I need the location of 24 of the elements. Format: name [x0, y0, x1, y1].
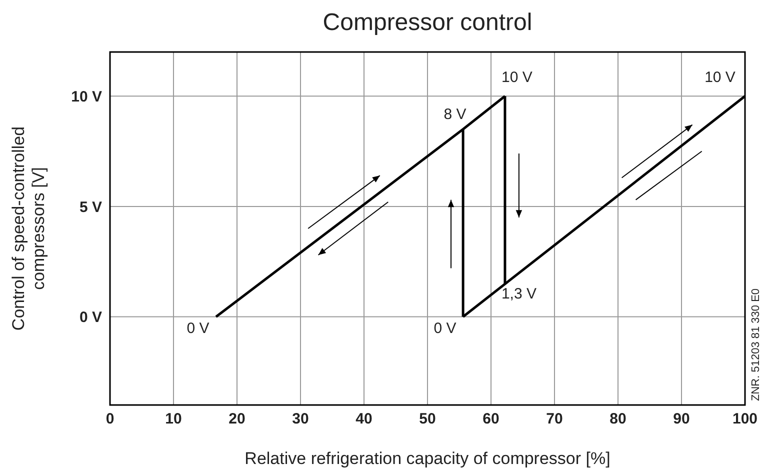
annotation: 10 V: [502, 69, 532, 86]
x-tick-label: 90: [673, 410, 690, 428]
x-tick-label: 20: [228, 410, 246, 428]
x-tick-label: 70: [546, 410, 563, 428]
y-tick-label: 0 V: [79, 309, 102, 326]
chart-title: Compressor control: [322, 9, 532, 36]
annotation: 0 V: [434, 320, 456, 337]
x-tick-label: 80: [610, 410, 626, 428]
annotation: 10 V: [704, 69, 736, 86]
x-tick-label: 30: [292, 410, 309, 428]
x-tick-label: 40: [356, 410, 372, 428]
x-tick-label: 10: [165, 410, 182, 428]
annotation: 8 V: [444, 106, 466, 124]
x-tick-label: 0: [106, 410, 114, 428]
x-tick-label: 100: [732, 410, 758, 428]
y-tick-label: 5 V: [79, 198, 102, 216]
x-tick-label: 60: [482, 410, 500, 428]
annotation: 1,3 V: [501, 286, 536, 303]
y-axis-title: Control of speed-controlled compressors [V]: [9, 126, 48, 331]
x-axis-title: Relative refrigeration capacity of compressor [%]: [244, 449, 610, 468]
x-tick-label: 50: [419, 410, 436, 428]
text: ZNR. 51203 81 330 E0: [750, 288, 762, 401]
y-tick-label: 10 V: [71, 88, 102, 106]
annotation: 0 V: [186, 320, 210, 337]
